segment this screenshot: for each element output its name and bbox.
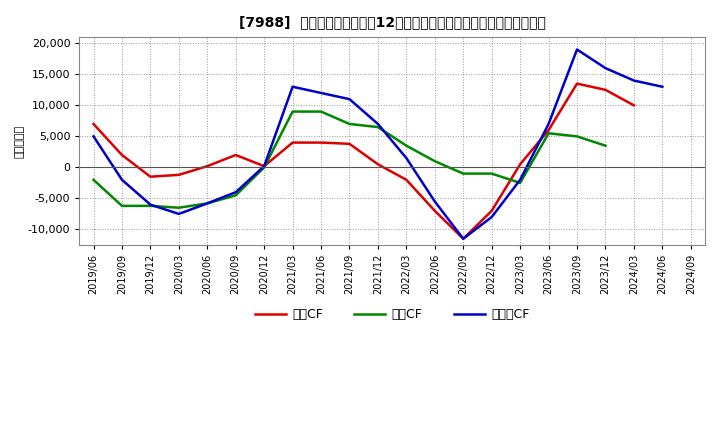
営業CF xyxy=(487,208,496,213)
フリーCF xyxy=(317,90,325,95)
フリーCF xyxy=(572,47,581,52)
営業CF xyxy=(203,164,212,169)
投資CF xyxy=(317,109,325,114)
営業CF xyxy=(345,141,354,147)
フリーCF xyxy=(658,84,667,89)
Title: [7988]  キャッシュフローの12か月移動合計の対前年同期増減額の推移: [7988] キャッシュフローの12か月移動合計の対前年同期増減額の推移 xyxy=(239,15,546,29)
営業CF xyxy=(89,121,98,127)
投資CF xyxy=(146,203,155,209)
投資CF xyxy=(402,143,410,148)
営業CF xyxy=(402,177,410,183)
投資CF xyxy=(203,201,212,206)
フリーCF xyxy=(146,202,155,207)
営業CF xyxy=(516,161,524,167)
Line: 営業CF: 営業CF xyxy=(94,84,634,239)
投資CF xyxy=(544,131,553,136)
Line: フリーCF: フリーCF xyxy=(94,50,662,239)
営業CF xyxy=(544,128,553,133)
フリーCF xyxy=(89,134,98,139)
投資CF xyxy=(117,203,126,209)
フリーCF xyxy=(203,201,212,206)
フリーCF xyxy=(544,121,553,127)
営業CF xyxy=(288,140,297,145)
営業CF xyxy=(174,172,183,177)
投資CF xyxy=(231,193,240,198)
営業CF xyxy=(260,164,269,169)
営業CF xyxy=(601,87,610,92)
営業CF xyxy=(117,152,126,158)
フリーCF xyxy=(402,155,410,161)
Line: 投資CF: 投資CF xyxy=(94,112,606,208)
Y-axis label: （百万円）: （百万円） xyxy=(15,125,25,158)
投資CF xyxy=(516,180,524,186)
フリーCF xyxy=(459,236,467,242)
投資CF xyxy=(431,158,439,164)
投資CF xyxy=(260,165,269,170)
フリーCF xyxy=(117,177,126,183)
フリーCF xyxy=(516,177,524,183)
フリーCF xyxy=(629,78,638,83)
Legend: 営業CF, 投資CF, フリーCF: 営業CF, 投資CF, フリーCF xyxy=(250,303,535,326)
フリーCF xyxy=(260,164,269,169)
営業CF xyxy=(146,174,155,180)
フリーCF xyxy=(374,121,382,127)
営業CF xyxy=(629,103,638,108)
投資CF xyxy=(288,109,297,114)
営業CF xyxy=(572,81,581,86)
フリーCF xyxy=(431,199,439,204)
投資CF xyxy=(572,134,581,139)
営業CF xyxy=(459,236,467,242)
営業CF xyxy=(317,140,325,145)
投資CF xyxy=(487,171,496,176)
投資CF xyxy=(374,125,382,130)
フリーCF xyxy=(601,66,610,71)
フリーCF xyxy=(231,190,240,195)
フリーCF xyxy=(174,211,183,216)
投資CF xyxy=(89,177,98,183)
フリーCF xyxy=(288,84,297,89)
フリーCF xyxy=(345,96,354,102)
フリーCF xyxy=(487,214,496,220)
投資CF xyxy=(345,121,354,127)
営業CF xyxy=(374,161,382,167)
投資CF xyxy=(459,171,467,176)
投資CF xyxy=(601,143,610,148)
営業CF xyxy=(231,152,240,158)
営業CF xyxy=(431,208,439,213)
投資CF xyxy=(174,205,183,210)
